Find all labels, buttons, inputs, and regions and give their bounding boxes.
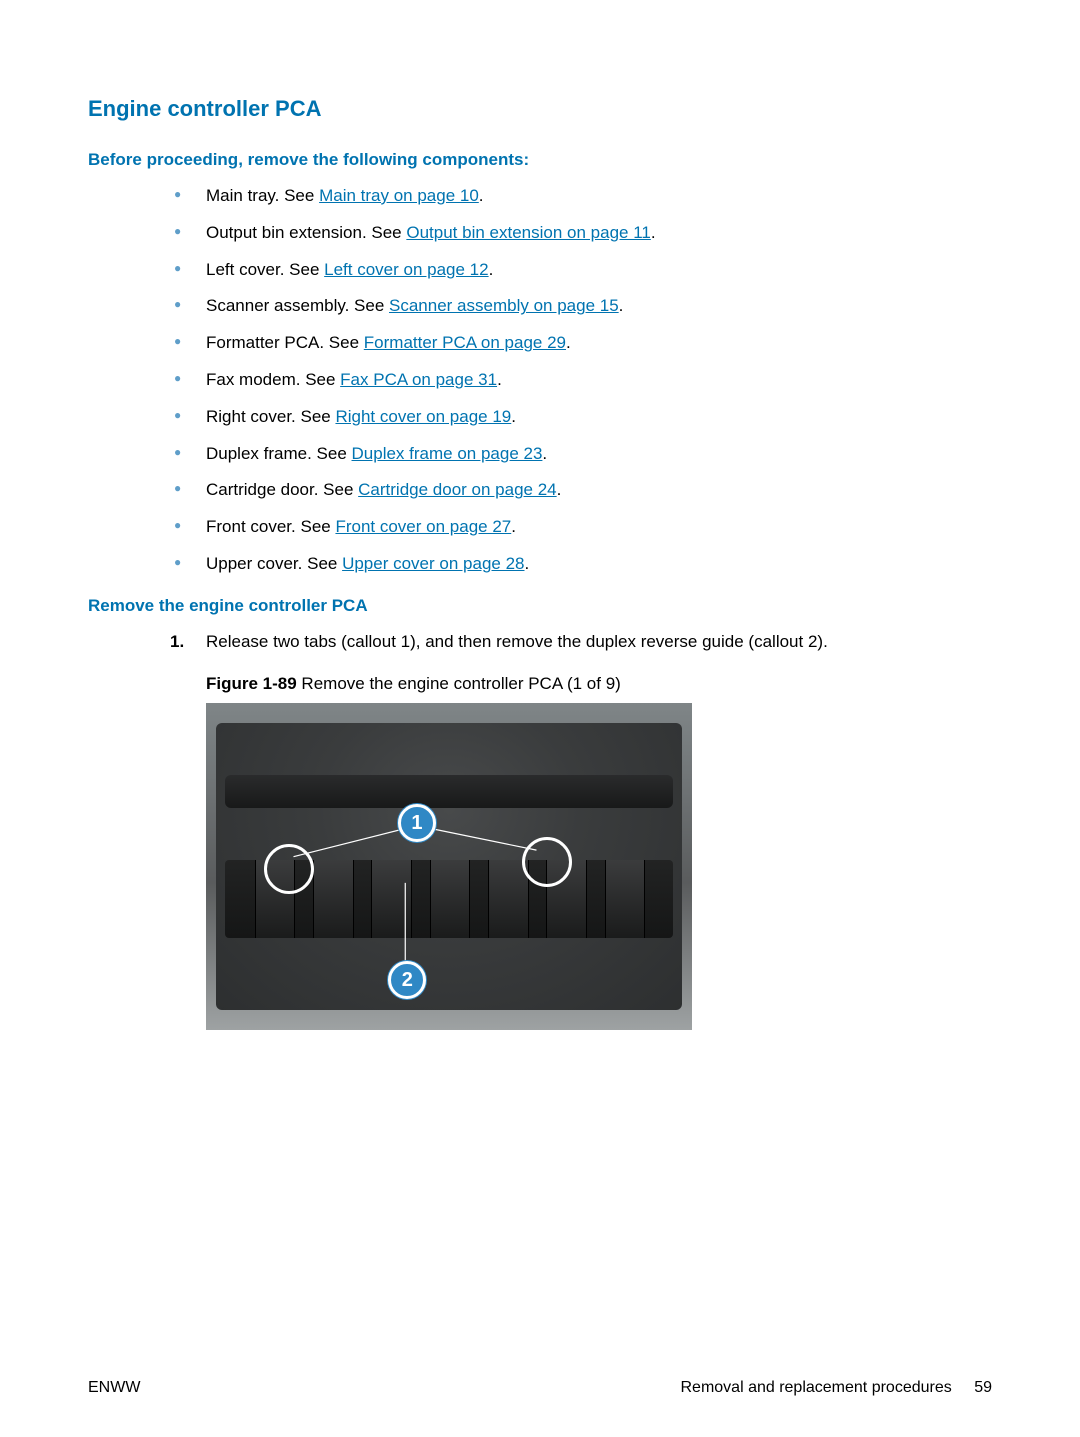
list-item: Cartridge door. See Cartridge door on pa… bbox=[174, 478, 992, 502]
cross-reference-link[interactable]: Cartridge door on page 24 bbox=[358, 480, 556, 499]
callout-circle-right bbox=[522, 837, 572, 887]
list-item-suffix: . bbox=[566, 333, 571, 352]
list-item: Main tray. See Main tray on page 10. bbox=[174, 184, 992, 208]
step-1-text: Release two tabs (callout 1), and then r… bbox=[206, 632, 828, 651]
list-item: Formatter PCA. See Formatter PCA on page… bbox=[174, 331, 992, 355]
figure-caption: Figure 1-89 Remove the engine controller… bbox=[206, 672, 992, 697]
list-item-suffix: . bbox=[557, 480, 562, 499]
list-item: Front cover. See Front cover on page 27. bbox=[174, 515, 992, 539]
footer-right: Removal and replacement procedures bbox=[680, 1379, 951, 1396]
callout-badge-1-num: 1 bbox=[411, 809, 422, 838]
footer-page-number: 59 bbox=[974, 1379, 992, 1396]
cross-reference-link[interactable]: Formatter PCA on page 29 bbox=[364, 333, 566, 352]
list-item-suffix: . bbox=[619, 296, 624, 315]
section-remove: Remove the engine controller PCA bbox=[88, 596, 992, 616]
list-item-text: Fax modem. See bbox=[206, 370, 340, 389]
cross-reference-link[interactable]: Scanner assembly on page 15 bbox=[389, 296, 619, 315]
section-before: Before proceeding, remove the following … bbox=[88, 150, 992, 170]
page-footer: ENWW Removal and replacement procedures … bbox=[88, 1379, 992, 1397]
list-item: Upper cover. See Upper cover on page 28. bbox=[174, 552, 992, 576]
component-list: Main tray. See Main tray on page 10.Outp… bbox=[88, 184, 992, 576]
footer-left: ENWW bbox=[88, 1379, 140, 1397]
cross-reference-link[interactable]: Front cover on page 27 bbox=[335, 517, 511, 536]
page-title: Engine controller PCA bbox=[88, 96, 992, 122]
figure-caption-text: Remove the engine controller PCA (1 of 9… bbox=[297, 674, 621, 693]
list-item-suffix: . bbox=[524, 554, 529, 573]
figure-label: Figure 1-89 bbox=[206, 674, 297, 693]
list-item-text: Scanner assembly. See bbox=[206, 296, 389, 315]
list-item-suffix: . bbox=[511, 407, 516, 426]
list-item-text: Left cover. See bbox=[206, 260, 324, 279]
list-item-suffix: . bbox=[497, 370, 502, 389]
cross-reference-link[interactable]: Main tray on page 10 bbox=[319, 186, 479, 205]
page: Engine controller PCA Before proceeding,… bbox=[0, 0, 1080, 1437]
cross-reference-link[interactable]: Left cover on page 12 bbox=[324, 260, 488, 279]
list-item: Fax modem. See Fax PCA on page 31. bbox=[174, 368, 992, 392]
list-item-text: Cartridge door. See bbox=[206, 480, 358, 499]
list-item-suffix: . bbox=[511, 517, 516, 536]
list-item-text: Right cover. See bbox=[206, 407, 335, 426]
figure-image: 1 2 bbox=[206, 703, 692, 1030]
footer-right-wrap: Removal and replacement procedures 59 bbox=[680, 1379, 992, 1397]
list-item-suffix: . bbox=[479, 186, 484, 205]
cross-reference-link[interactable]: Right cover on page 19 bbox=[335, 407, 511, 426]
callout-circle-left bbox=[264, 844, 314, 894]
list-item-suffix: . bbox=[542, 444, 547, 463]
cross-reference-link[interactable]: Output bin extension on page 11 bbox=[406, 223, 650, 242]
list-item: Output bin extension. See Output bin ext… bbox=[174, 221, 992, 245]
step-list: Release two tabs (callout 1), and then r… bbox=[88, 630, 992, 1030]
list-item-text: Output bin extension. See bbox=[206, 223, 406, 242]
list-item: Duplex frame. See Duplex frame on page 2… bbox=[174, 442, 992, 466]
list-item-suffix: . bbox=[651, 223, 656, 242]
list-item: Right cover. See Right cover on page 19. bbox=[174, 405, 992, 429]
list-item-text: Formatter PCA. See bbox=[206, 333, 364, 352]
cross-reference-link[interactable]: Fax PCA on page 31 bbox=[340, 370, 497, 389]
list-item-text: Front cover. See bbox=[206, 517, 335, 536]
list-item-text: Duplex frame. See bbox=[206, 444, 352, 463]
cross-reference-link[interactable]: Upper cover on page 28 bbox=[342, 554, 524, 573]
step-1: Release two tabs (callout 1), and then r… bbox=[170, 630, 992, 1030]
list-item-text: Main tray. See bbox=[206, 186, 319, 205]
list-item: Left cover. See Left cover on page 12. bbox=[174, 258, 992, 282]
list-item-suffix: . bbox=[489, 260, 494, 279]
cross-reference-link[interactable]: Duplex frame on page 23 bbox=[352, 444, 543, 463]
list-item-text: Upper cover. See bbox=[206, 554, 342, 573]
callout-badge-2-num: 2 bbox=[402, 966, 413, 995]
list-item: Scanner assembly. See Scanner assembly o… bbox=[174, 294, 992, 318]
